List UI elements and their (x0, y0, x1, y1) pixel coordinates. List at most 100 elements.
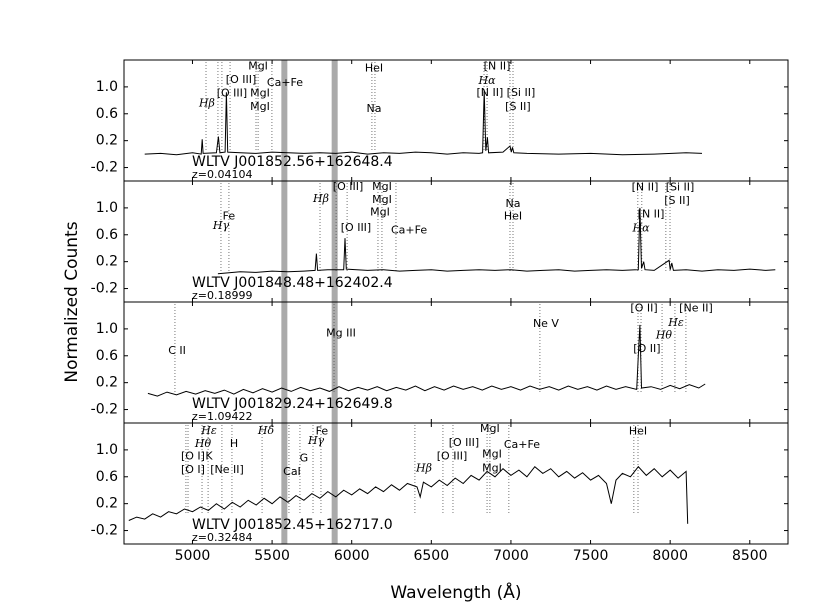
x-tick-label: 7500 (573, 548, 609, 564)
x-tick-label: 5500 (254, 548, 290, 564)
y-tick-label: 0.2 (96, 375, 118, 391)
y-tick-label: 0.6 (96, 227, 118, 243)
y-tick-label: 1.0 (96, 321, 118, 337)
line-label: [O III] (341, 221, 371, 234)
redshift: z=1.09422 (192, 410, 252, 423)
line-label: K (205, 450, 213, 463)
line-label: G (300, 452, 309, 465)
line-label: [O I] (181, 450, 205, 463)
line-label: Hβ (312, 192, 329, 205)
sky-band (331, 302, 338, 423)
line-label: Fe (223, 210, 236, 223)
y-tick-label: 0.2 (96, 496, 118, 512)
line-label: Ne V (533, 317, 559, 330)
line-label: [O III] (333, 180, 363, 193)
line-label: [Si II] (507, 86, 536, 99)
line-label: Mg III (326, 327, 356, 340)
y-tick-label: 0.6 (96, 469, 118, 485)
line-label: Hε (200, 424, 217, 437)
redshift: z=0.32484 (192, 531, 252, 544)
line-label: [O III] (437, 450, 467, 463)
line-label: [N II] (632, 181, 659, 194)
sky-band (281, 423, 288, 544)
line-label: [Si II] (666, 181, 695, 194)
line-label: MgI (480, 422, 500, 435)
line-label: [Ne II] (210, 463, 244, 476)
line-label: [N II] (484, 60, 511, 73)
line-label: MgI (250, 100, 270, 113)
redshift: z=0.04104 (192, 168, 252, 181)
line-label: MgI (482, 448, 502, 461)
line-label: H (230, 437, 238, 450)
line-label: MgI (372, 180, 392, 193)
line-label: HeI (629, 425, 647, 438)
y-tick-label: -0.2 (91, 402, 118, 418)
y-tick-label: 0.6 (96, 106, 118, 122)
line-label: MgI (370, 206, 390, 219)
line-label: Hβ (415, 462, 432, 475)
x-tick-label: 7000 (493, 548, 529, 564)
y-tick-label: -0.2 (91, 523, 118, 539)
x-axis-label: Wavelength (Å) (390, 581, 521, 603)
y-tick-label: -0.2 (91, 160, 118, 176)
line-label: Ca+Fe (267, 76, 303, 89)
line-label: Fe (316, 425, 329, 438)
y-tick-label: 0.2 (96, 133, 118, 149)
sky-band (281, 181, 288, 302)
line-label: Hδ (257, 424, 275, 437)
line-label: Na (506, 197, 521, 210)
line-label: Ca+Fe (504, 438, 540, 451)
line-label: [N II] (477, 86, 504, 99)
object-name: WLTV J001852.45+162717.0 (192, 517, 393, 533)
y-tick-label: 0.2 (96, 254, 118, 270)
x-tick-label: 8500 (732, 548, 768, 564)
line-label: HeI (365, 62, 383, 75)
x-tick-label: 6500 (413, 548, 449, 564)
y-tick-label: 0.6 (96, 348, 118, 364)
axes-frame (123, 422, 789, 545)
line-label: [S II] (664, 194, 690, 207)
x-tick-label: 8000 (652, 548, 688, 564)
spectrum (128, 465, 689, 524)
line-label: Hα (478, 74, 497, 87)
y-tick-label: 1.0 (96, 200, 118, 216)
x-tick-label: 6000 (334, 548, 370, 564)
line-label: [O II] (630, 302, 657, 315)
line-label: [O III] (449, 436, 479, 449)
line-label: Ca+Fe (391, 224, 427, 237)
line-label: Hγ (307, 434, 325, 447)
y-tick-label: -0.2 (91, 281, 118, 297)
sky-band (331, 181, 338, 302)
object-name: WLTV J001829.24+162649.8 (192, 396, 393, 412)
y-axis-label: Normalized Counts (62, 221, 82, 382)
line-label: [O III] (217, 87, 247, 100)
line-label: MgI (248, 60, 268, 73)
line-label: [O I] (181, 463, 205, 476)
line-label: [O III] (226, 73, 256, 86)
line-label: C II (168, 344, 186, 357)
line-label: Hθ (655, 329, 673, 342)
object-name: WLTV J001848.48+162402.4 (192, 275, 393, 291)
line-label: [N II] (638, 208, 665, 221)
line-label: Hγ (212, 219, 230, 232)
line-label: MgI (482, 462, 502, 475)
y-tick-label: 1.0 (96, 442, 118, 458)
line-label: MgI (372, 193, 392, 206)
line-label: Hε (667, 316, 684, 329)
line-label: HeI (504, 210, 522, 223)
line-label: [Ne II] (679, 302, 713, 315)
object-name: WLTV J001852.56+162648.4 (192, 154, 393, 170)
line-label: MgI (250, 87, 270, 100)
line-label: CaI (283, 465, 301, 478)
line-label: Hθ (194, 437, 212, 450)
redshift: z=0.18999 (192, 289, 252, 302)
line-label: Hα (632, 222, 651, 235)
x-tick-label: 5000 (175, 548, 211, 564)
line-label: [S II] (505, 100, 531, 113)
sky-band (281, 60, 288, 181)
line-label: Hβ (198, 97, 215, 110)
line-label: Na (367, 102, 382, 115)
spectrum (144, 90, 703, 156)
